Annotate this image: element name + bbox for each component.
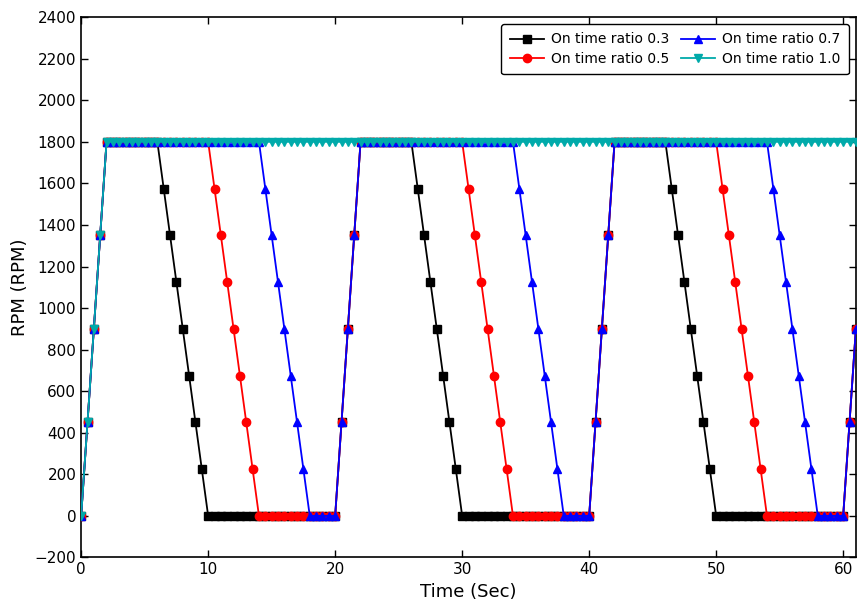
Line: On time ratio 1.0: On time ratio 1.0 [77,138,860,520]
On time ratio 0.5 [761,507,772,514]
X-axis label: Time (Sec): Time (Sec) [420,583,517,601]
Line: On time ratio 0.3: On time ratio 0.3 [77,138,860,520]
On time ratio 0.5 [665,138,675,146]
On time ratio 1.0 [851,138,861,146]
On time ratio 0.7 [665,138,675,146]
On time ratio 0.3 [609,149,619,157]
On time ratio 0.7 [851,325,861,332]
On time ratio 0.7 [761,138,772,146]
On time ratio 0.3 [182,357,192,364]
On time ratio 0.5 [182,138,192,146]
On time ratio 0.5 [609,149,619,157]
On time ratio 0.5 [101,138,112,146]
On time ratio 1.0 [182,138,192,146]
On time ratio 0.7 [82,415,93,422]
On time ratio 0.5 [76,512,87,520]
On time ratio 0.3 [217,512,227,520]
On time ratio 0.3 [82,415,93,422]
On time ratio 1.0 [76,512,87,520]
On time ratio 0.7 [182,138,192,146]
Legend: On time ratio 0.3, On time ratio 0.5, On time ratio 0.7, On time ratio 1.0: On time ratio 0.3, On time ratio 0.5, On… [501,24,849,74]
Y-axis label: RPM (RPM): RPM (RPM) [11,239,29,336]
On time ratio 0.3 [101,138,112,146]
On time ratio 0.7 [101,138,112,146]
On time ratio 0.5 [82,415,93,422]
On time ratio 0.7 [609,149,619,157]
On time ratio 0.3 [665,172,675,179]
On time ratio 0.3 [851,325,861,332]
On time ratio 1.0 [609,138,619,146]
On time ratio 1.0 [761,138,772,146]
On time ratio 1.0 [101,138,112,146]
On time ratio 1.0 [82,415,93,422]
On time ratio 0.5 [217,237,227,245]
On time ratio 0.3 [761,512,772,520]
Line: On time ratio 0.5: On time ratio 0.5 [77,138,860,520]
On time ratio 1.0 [217,138,227,146]
On time ratio 1.0 [665,138,675,146]
On time ratio 0.3 [76,512,87,520]
On time ratio 0.7 [76,512,87,520]
Line: On time ratio 0.7: On time ratio 0.7 [77,138,860,520]
On time ratio 0.7 [217,138,227,146]
On time ratio 0.5 [851,325,861,332]
